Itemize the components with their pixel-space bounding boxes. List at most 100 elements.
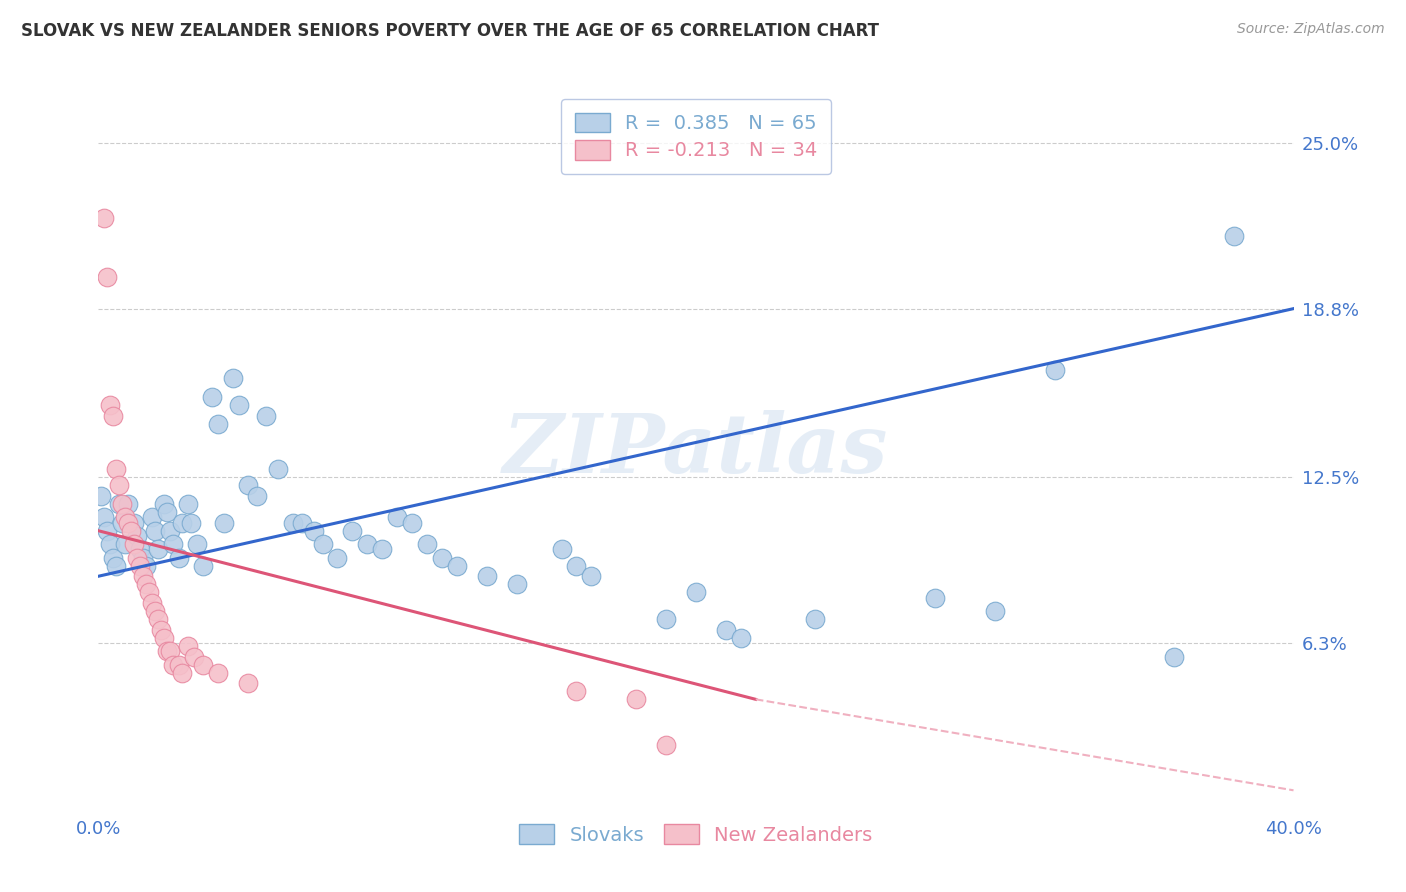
Point	[180, 516, 202, 530]
Point	[156, 644, 179, 658]
Point	[132, 569, 155, 583]
Point	[655, 738, 678, 752]
Point	[143, 604, 166, 618]
Point	[159, 644, 181, 658]
Point	[714, 623, 737, 637]
Text: Source: ZipAtlas.com: Source: ZipAtlas.com	[1237, 22, 1385, 37]
Point	[156, 505, 179, 519]
Point	[730, 631, 752, 645]
Point	[150, 623, 173, 637]
Point	[401, 516, 423, 530]
Point	[90, 489, 112, 503]
Point	[117, 516, 139, 530]
Point	[177, 639, 200, 653]
Point	[267, 462, 290, 476]
Point	[153, 497, 176, 511]
Point	[96, 524, 118, 538]
Point	[924, 591, 946, 605]
Point	[172, 516, 194, 530]
Point	[191, 558, 214, 573]
Point	[212, 516, 235, 530]
Point	[385, 510, 409, 524]
Point	[565, 558, 588, 573]
Point	[129, 542, 152, 557]
Point	[302, 524, 325, 538]
Point	[103, 550, 125, 565]
Point	[127, 550, 149, 565]
Point	[291, 516, 314, 530]
Point	[141, 596, 163, 610]
Point	[446, 558, 468, 573]
Point	[167, 657, 190, 672]
Point	[326, 550, 349, 565]
Point	[108, 478, 131, 492]
Point	[186, 537, 208, 551]
Point	[254, 409, 277, 423]
Point	[804, 612, 827, 626]
Point	[143, 524, 166, 538]
Point	[135, 558, 157, 573]
Point	[246, 489, 269, 503]
Point	[506, 577, 529, 591]
Point	[236, 676, 259, 690]
Point	[114, 537, 136, 551]
Point	[342, 524, 364, 538]
Point	[1043, 363, 1066, 377]
Point	[356, 537, 378, 551]
Point	[96, 269, 118, 284]
Point	[228, 398, 250, 412]
Point	[1223, 229, 1246, 244]
Point	[135, 577, 157, 591]
Point	[111, 516, 134, 530]
Point	[183, 649, 205, 664]
Point	[281, 516, 304, 530]
Point	[114, 510, 136, 524]
Point	[105, 462, 128, 476]
Point	[159, 524, 181, 538]
Point	[132, 550, 155, 565]
Point	[685, 585, 707, 599]
Point	[124, 516, 146, 530]
Point	[236, 478, 259, 492]
Point	[207, 417, 229, 431]
Point	[103, 409, 125, 423]
Point	[93, 510, 115, 524]
Point	[120, 524, 142, 538]
Point	[207, 665, 229, 680]
Point	[167, 550, 190, 565]
Point	[191, 657, 214, 672]
Point	[626, 692, 648, 706]
Point	[148, 542, 170, 557]
Point	[177, 497, 200, 511]
Point	[127, 529, 149, 543]
Point	[416, 537, 439, 551]
Point	[153, 631, 176, 645]
Point	[105, 558, 128, 573]
Point	[550, 542, 572, 557]
Point	[475, 569, 498, 583]
Point	[111, 497, 134, 511]
Point	[93, 211, 115, 225]
Point	[371, 542, 394, 557]
Point	[311, 537, 333, 551]
Point	[162, 657, 184, 672]
Point	[222, 371, 245, 385]
Point	[98, 537, 122, 551]
Point	[138, 585, 160, 599]
Legend: Slovaks, New Zealanders: Slovaks, New Zealanders	[512, 816, 880, 853]
Point	[565, 684, 588, 698]
Point	[124, 537, 146, 551]
Point	[148, 612, 170, 626]
Point	[172, 665, 194, 680]
Point	[117, 497, 139, 511]
Point	[141, 510, 163, 524]
Text: ZIPatlas: ZIPatlas	[503, 410, 889, 491]
Point	[984, 604, 1007, 618]
Point	[129, 558, 152, 573]
Text: SLOVAK VS NEW ZEALANDER SENIORS POVERTY OVER THE AGE OF 65 CORRELATION CHART: SLOVAK VS NEW ZEALANDER SENIORS POVERTY …	[21, 22, 879, 40]
Point	[581, 569, 603, 583]
Point	[1163, 649, 1185, 664]
Point	[430, 550, 453, 565]
Point	[98, 398, 122, 412]
Point	[108, 497, 131, 511]
